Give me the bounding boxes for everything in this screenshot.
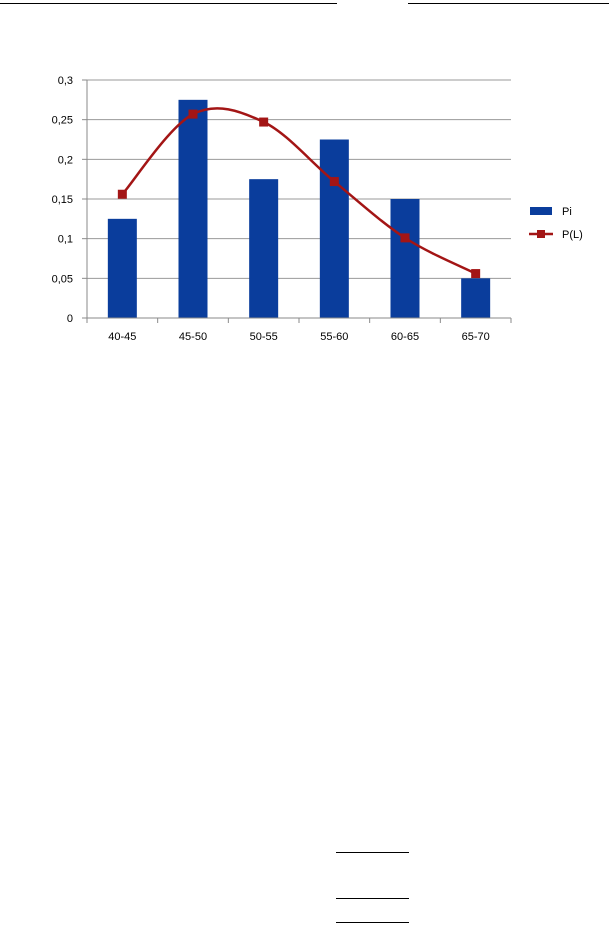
y-tick-label: 0,3 bbox=[58, 75, 73, 87]
x-tick-label: 45-50 bbox=[179, 331, 207, 343]
y-tick-label: 0,1 bbox=[58, 234, 73, 246]
line-point-p-l bbox=[471, 269, 481, 279]
x-tick-label: 60-65 bbox=[391, 331, 419, 343]
bar-pi bbox=[178, 99, 208, 318]
bottom-rule-3 bbox=[336, 922, 409, 923]
chart-legend: Pi P(L) bbox=[529, 206, 583, 241]
line-p-l bbox=[121, 107, 477, 275]
legend-label-pi: Pi bbox=[562, 206, 572, 218]
y-tick-label: 0,15 bbox=[52, 194, 73, 206]
x-tick-label: 40-45 bbox=[108, 331, 136, 343]
y-tick-label: 0,2 bbox=[58, 154, 73, 166]
bar-pi bbox=[249, 179, 279, 318]
line-point-p-l bbox=[400, 233, 410, 243]
chart-grid bbox=[87, 79, 511, 279]
chart-y-ticks: 0 0,05 0,1 0,15 0,2 0,25 0,3 bbox=[52, 75, 73, 325]
legend-label-p-l: P(L) bbox=[562, 229, 583, 241]
line-point-p-l bbox=[329, 177, 339, 187]
bar-pi bbox=[319, 139, 349, 318]
line-point-p-l bbox=[188, 109, 198, 119]
bottom-rule-1 bbox=[336, 852, 409, 853]
chart-x-ticks: 40-45 45-50 50-55 55-60 60-65 65-70 bbox=[108, 331, 489, 343]
y-tick-label: 0,25 bbox=[52, 115, 73, 127]
line-point-p-l bbox=[259, 117, 269, 127]
top-rule-left bbox=[0, 3, 337, 4]
legend-marker-p-l bbox=[537, 230, 545, 238]
chart: 0 0,05 0,1 0,15 0,2 0,25 0,3 40-45 45-50 50-55 55… bbox=[52, 75, 583, 343]
bar-pi bbox=[107, 218, 137, 318]
bar-pi bbox=[390, 199, 420, 318]
legend-swatch-pi bbox=[530, 207, 552, 215]
x-tick-label: 65-70 bbox=[462, 331, 490, 343]
top-rule-right bbox=[408, 3, 609, 4]
y-tick-label: 0 bbox=[67, 313, 73, 325]
x-tick-label: 55-60 bbox=[320, 331, 348, 343]
bottom-rule-2 bbox=[336, 898, 409, 899]
bar-pi bbox=[461, 278, 491, 318]
chart-line-series bbox=[117, 107, 481, 279]
x-tick-label: 50-55 bbox=[250, 331, 278, 343]
chart-axes bbox=[82, 79, 512, 323]
y-tick-label: 0,05 bbox=[52, 273, 73, 285]
chart-bars bbox=[107, 99, 491, 318]
line-point-p-l bbox=[117, 189, 127, 199]
